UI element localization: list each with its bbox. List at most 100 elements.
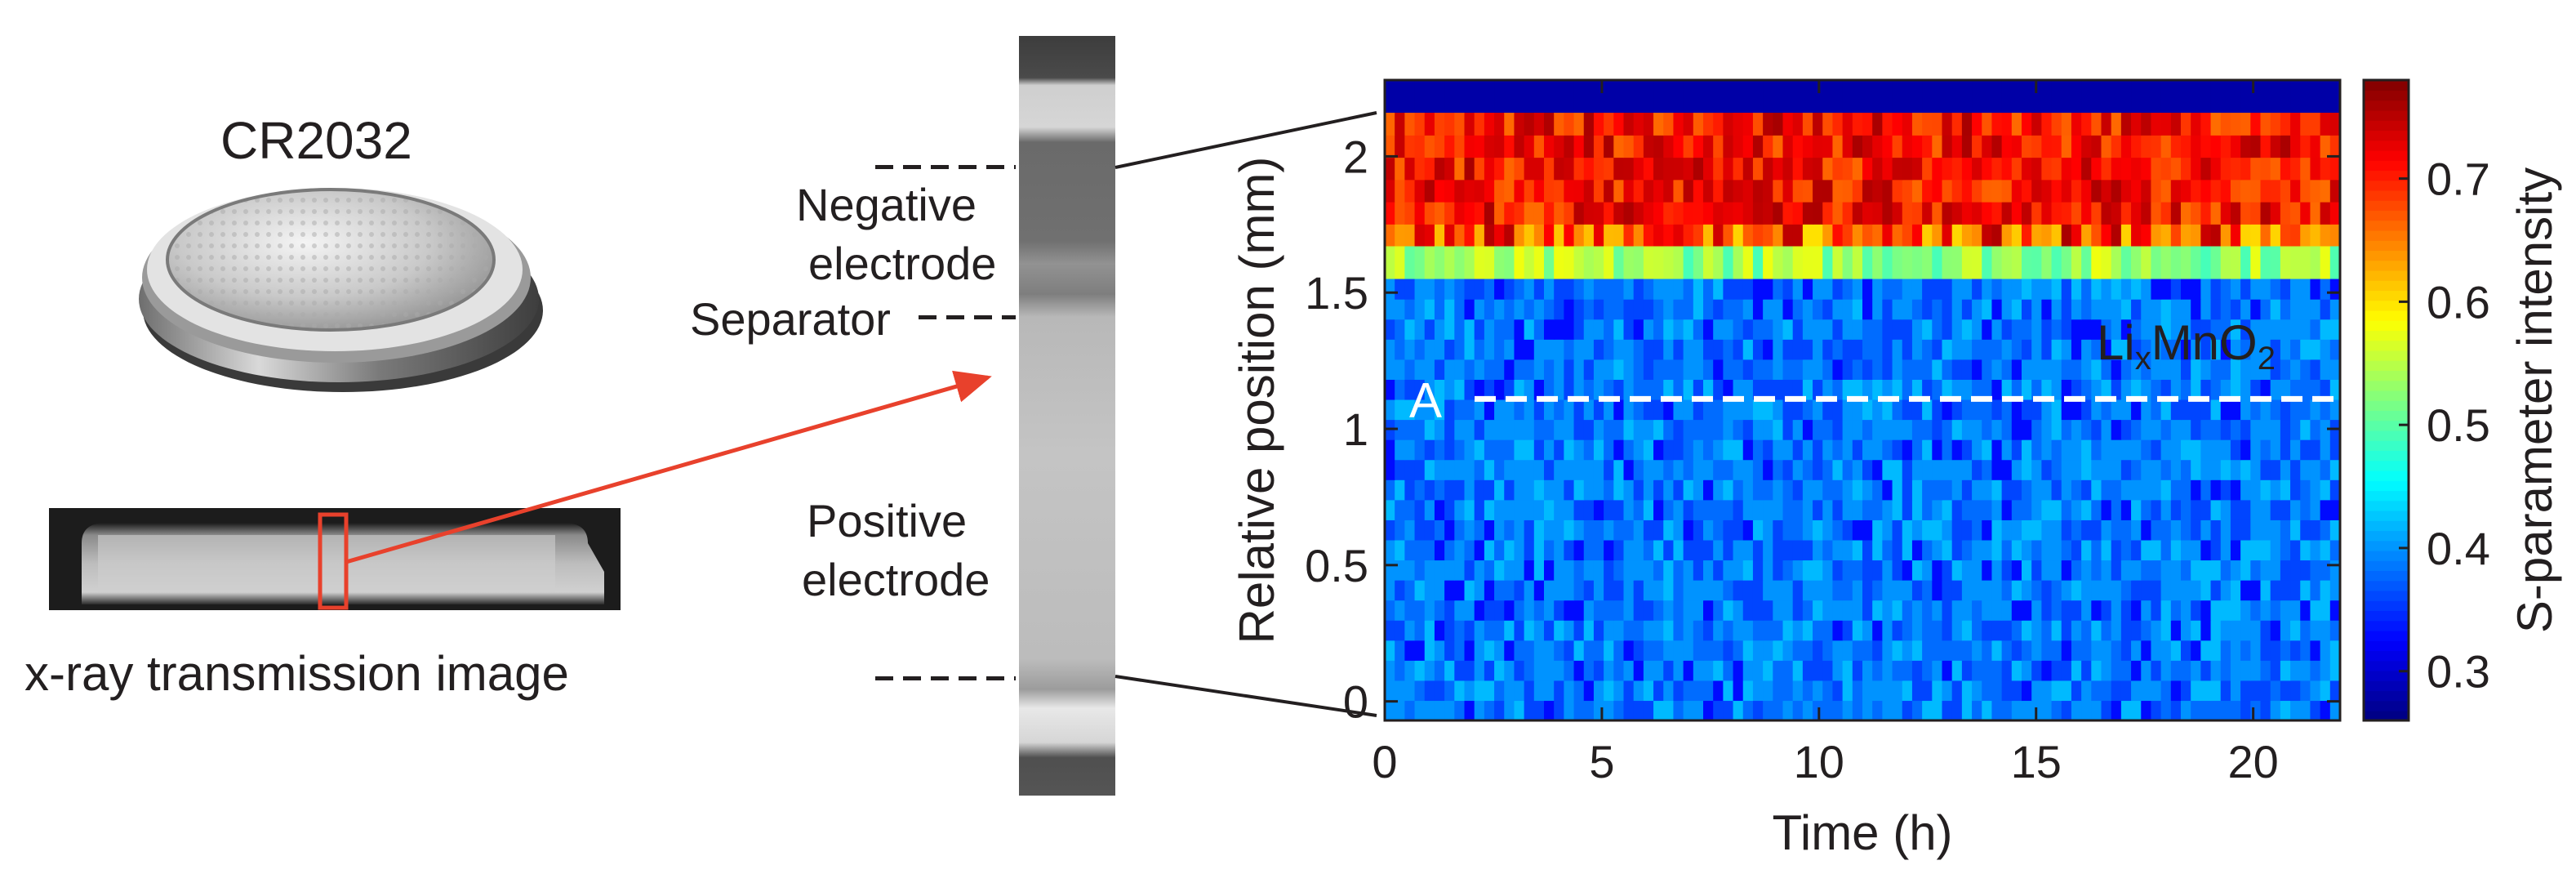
heatmap-cell [1554, 379, 1564, 400]
heatmap-cell [2071, 339, 2082, 360]
heatmap-cell [2250, 660, 2262, 681]
heatmap-cell [1643, 399, 1654, 421]
heatmap-cell [2250, 560, 2262, 581]
heatmap-cell [2120, 600, 2132, 621]
heatmap-cell [1504, 113, 1515, 136]
heatmap-cell [1554, 299, 1564, 320]
heatmap-cell [1604, 499, 1614, 520]
heatmap-cell [2240, 399, 2251, 421]
heatmap-cell [2250, 600, 2262, 621]
heatmap-cell [1961, 179, 1973, 203]
heatmap-cell [2111, 419, 2122, 440]
heatmap-cell [2160, 560, 2172, 581]
heatmap-cell [1544, 519, 1555, 541]
heatmap-cell [1892, 560, 1903, 581]
heatmap-cell [2031, 519, 2042, 541]
heatmap-cell [2181, 157, 2191, 181]
heatmap-cell [2041, 620, 2053, 641]
heatmap-cell [2081, 157, 2092, 181]
heatmap-cell [1902, 560, 1913, 581]
heatmap-cell [1842, 600, 1853, 621]
heatmap-cell [1763, 459, 1773, 480]
heatmap-cell [2160, 359, 2172, 380]
heatmap-cell [1713, 499, 1724, 520]
heatmap-cell [1862, 519, 1873, 541]
heatmap-cell [1385, 359, 1395, 380]
heatmap-cell [1723, 620, 1734, 641]
heatmap-cell [1723, 700, 1734, 721]
heatmap-cell [1514, 459, 1525, 480]
heatmap-cell [2120, 479, 2132, 501]
heatmap-cell [1902, 246, 1913, 280]
heatmap-cell [2230, 479, 2241, 501]
heatmap-cell [1813, 399, 1823, 421]
heatmap-cell [2280, 157, 2291, 181]
heatmap-cell [1961, 560, 1973, 581]
heatmap-cell [1573, 640, 1585, 661]
heatmap-cell [1395, 560, 1405, 581]
heatmap-cell [2031, 600, 2042, 621]
heatmap-cell [2170, 135, 2182, 158]
heatmap-cell [1663, 157, 1675, 181]
heatmap-cell [1773, 439, 1784, 461]
heatmap-cell [1385, 560, 1395, 581]
heatmap-cell [2320, 359, 2331, 380]
heatmap-cell [1414, 202, 1426, 225]
heatmap-cell [1911, 459, 1923, 480]
heatmap-cell [1922, 246, 1933, 280]
heatmap-cell [1494, 700, 1505, 721]
heatmap-cell [2120, 157, 2132, 181]
heatmap-cell [2300, 459, 2311, 480]
heatmap-cell [1385, 339, 1395, 360]
heatmap-cell [2011, 202, 2022, 225]
heatmap-cell [1663, 319, 1675, 340]
heatmap-cell [2329, 479, 2341, 501]
heatmap-cell [2120, 246, 2132, 280]
heatmap-cell [1723, 499, 1734, 520]
heatmap-cell [2191, 680, 2201, 702]
heatmap-cell [1564, 279, 1575, 300]
heatmap-cell [1703, 680, 1714, 702]
heatmap-cell [2022, 224, 2032, 247]
heatmap-cell [2071, 519, 2082, 541]
heatmap-cell [2191, 539, 2201, 561]
heatmap-cell [1673, 680, 1684, 702]
heatmap-cell [1395, 519, 1405, 541]
heatmap-cell [1623, 224, 1635, 247]
heatmap-cell [1474, 660, 1485, 681]
heatmap-cell [1822, 600, 1834, 621]
heatmap-cell [1554, 179, 1564, 203]
heatmap-cell [2081, 700, 2092, 721]
heatmap-cell [1613, 680, 1625, 702]
heatmap-cell [1961, 379, 1973, 400]
heatmap-cell [1623, 113, 1635, 136]
heatmap-cell [1593, 339, 1604, 360]
heatmap-cell [1434, 359, 1445, 380]
heatmap-cell [1683, 399, 1694, 421]
heatmap-cell [1673, 359, 1684, 380]
heatmap-cell [1623, 499, 1635, 520]
heatmap-cell [1792, 399, 1804, 421]
heatmap-cell [2051, 660, 2062, 681]
heatmap-cell [2200, 319, 2212, 340]
heatmap-cell [1852, 499, 1863, 520]
heatmap-cell [1663, 439, 1675, 461]
heatmap-cell [1752, 179, 1764, 203]
heatmap-cell [2310, 299, 2321, 320]
heatmap-cell [1623, 80, 1635, 114]
heatmap-cell [1573, 660, 1585, 681]
heatmap-cell [2310, 700, 2321, 721]
heatmap-cell [2220, 499, 2231, 520]
heatmap-cell [1484, 580, 1495, 601]
lixmno2-label: LixMnO2 [2097, 315, 2276, 377]
heatmap-cell [1613, 419, 1625, 440]
heatmap-cell [1474, 580, 1485, 601]
heatmap-cell [1792, 299, 1804, 320]
heatmap-cell [1703, 246, 1714, 280]
heatmap-cell [2141, 399, 2152, 421]
heatmap-cell [2111, 202, 2122, 225]
heatmap-cell [1742, 499, 1754, 520]
heatmap-cell [1494, 339, 1505, 360]
heatmap-cell [1653, 157, 1664, 181]
heatmap-cell [1385, 680, 1395, 702]
